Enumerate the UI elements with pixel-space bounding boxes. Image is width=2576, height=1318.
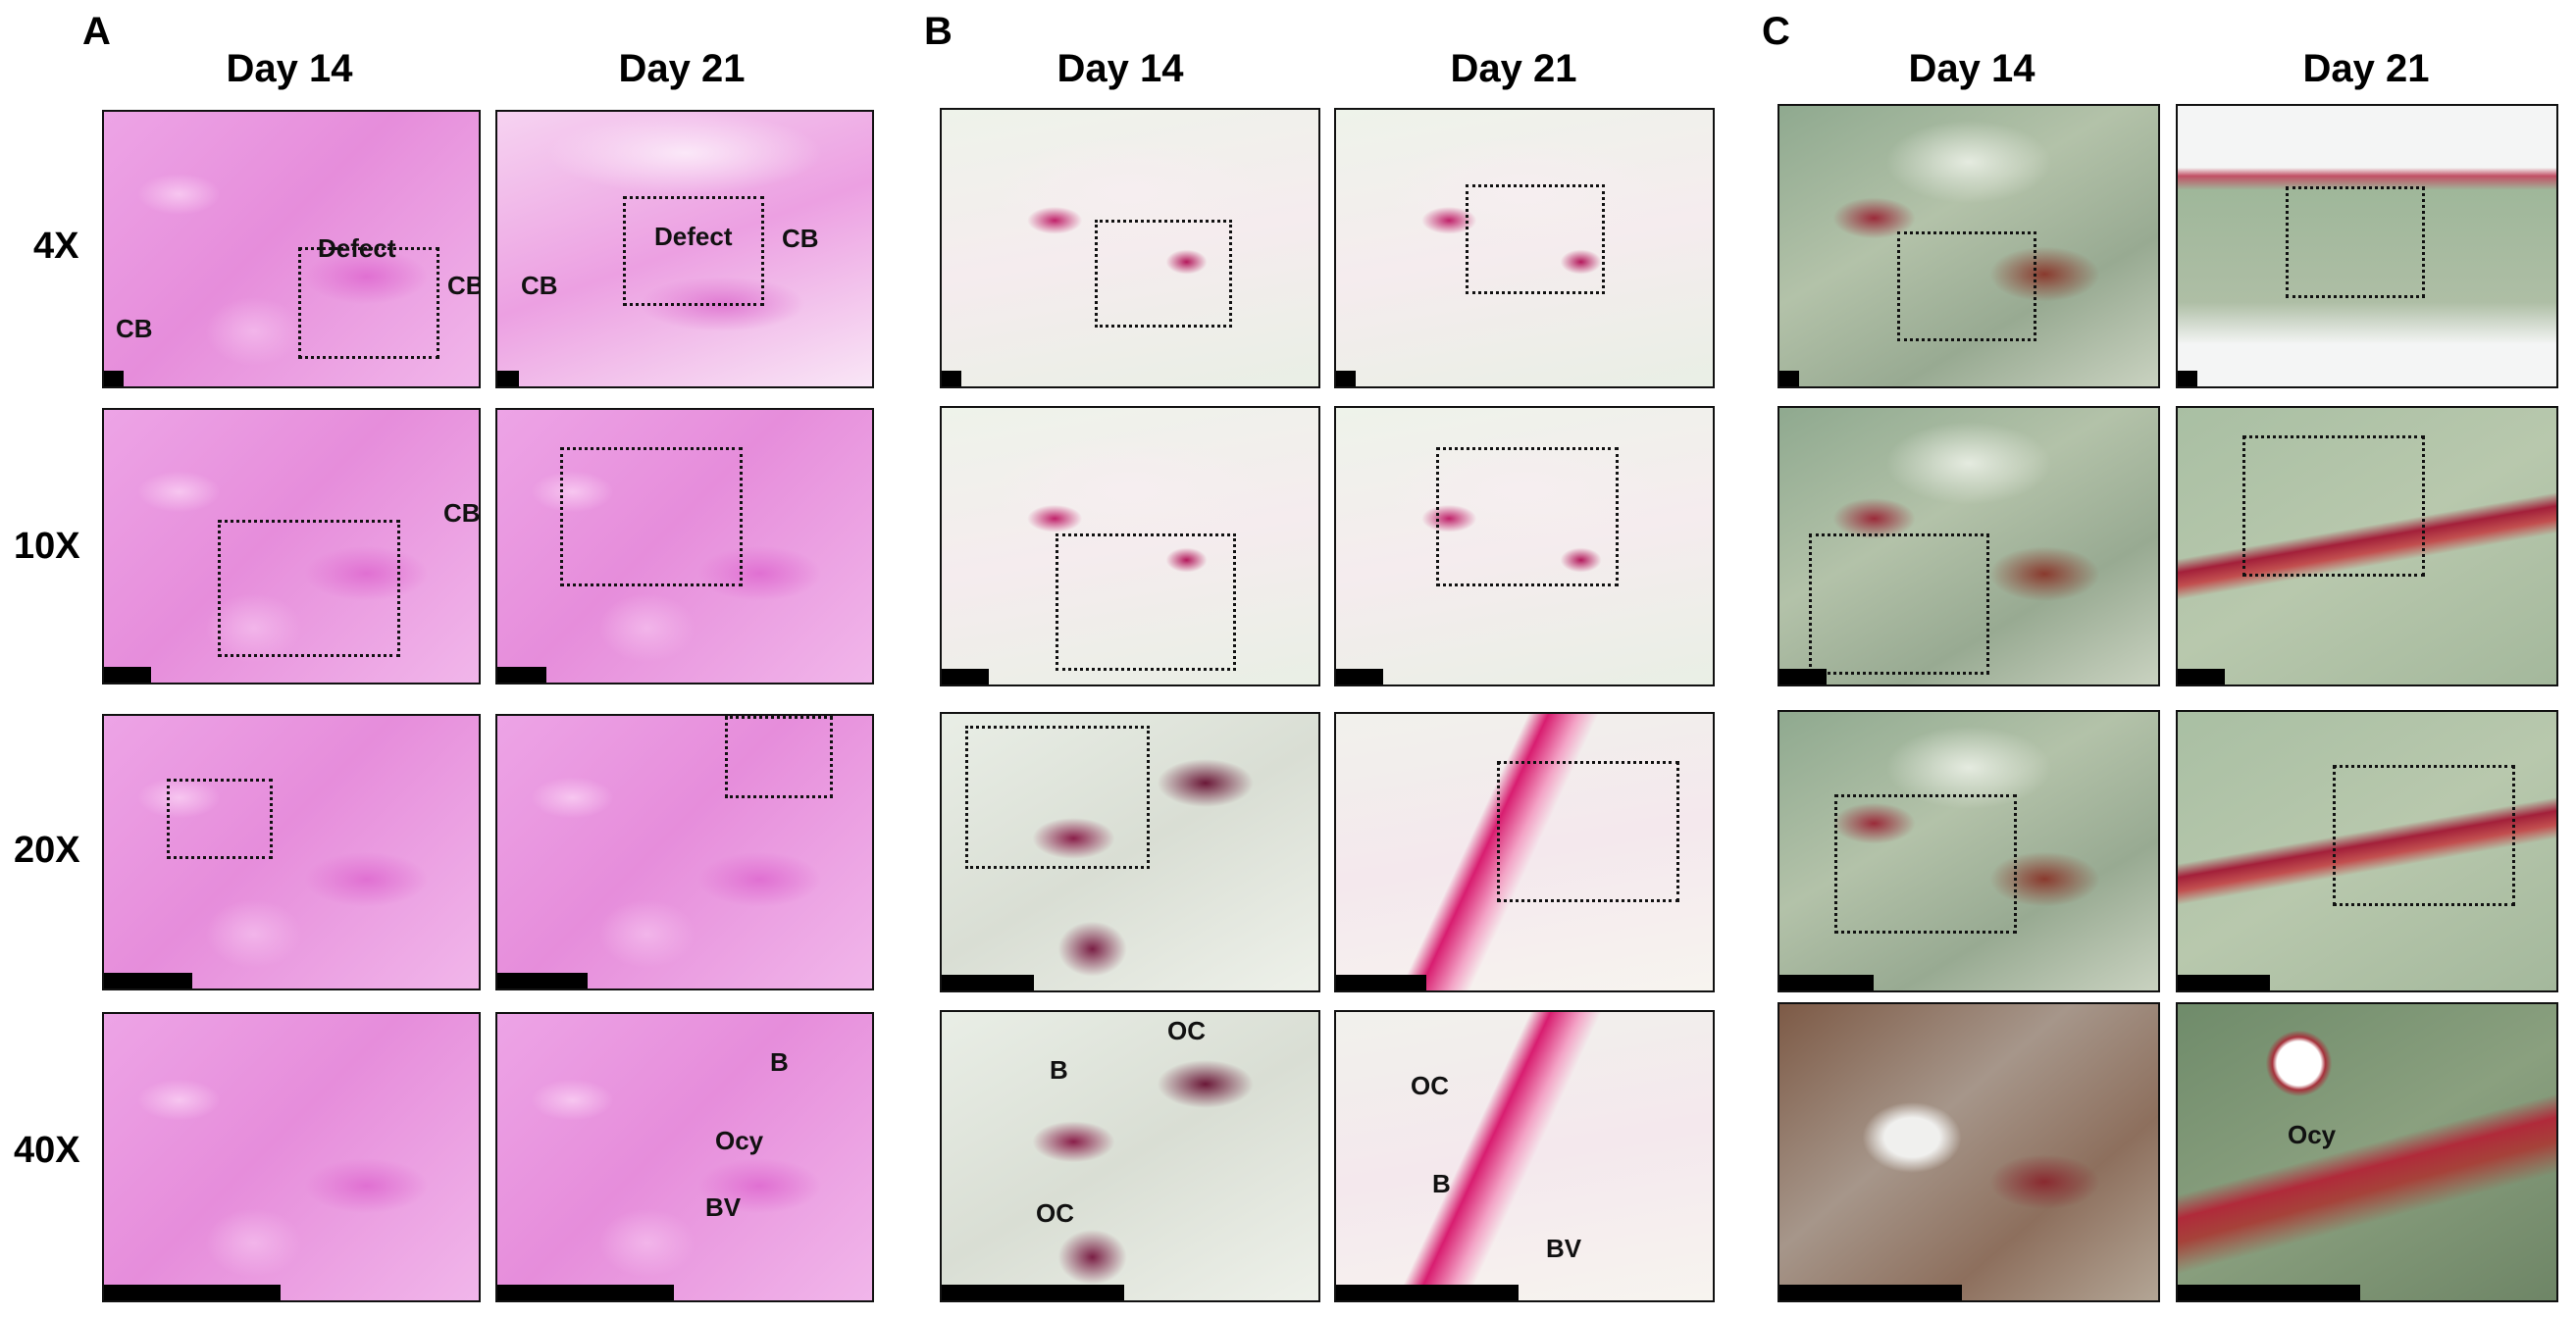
scale-bar	[2178, 975, 2270, 990]
scale-bar	[942, 1285, 1124, 1300]
zoom-region-box	[725, 716, 833, 798]
panel-a-day14-header: Day 14	[226, 47, 353, 90]
scale-bar	[942, 975, 1034, 990]
micrograph-c-day21-40x: Ocy	[2176, 1002, 2558, 1302]
micrograph-a-day21-4x: Defect CB CB	[495, 110, 874, 388]
micrograph-a-day21-10x	[495, 408, 874, 684]
panel-c-day14-header: Day 14	[1908, 47, 2035, 90]
oc-label: OC	[1036, 1198, 1074, 1228]
oc-label: OC	[1167, 1016, 1206, 1045]
scale-bar	[104, 973, 192, 988]
ocy-label: Ocy	[715, 1126, 764, 1155]
scale-bar	[1779, 975, 1874, 990]
cb-label: CB	[443, 498, 481, 528]
zoom-region-box	[2286, 186, 2425, 298]
zoom-region-box	[1809, 533, 1989, 675]
zoom-region-box	[1095, 220, 1232, 328]
micrograph-b-day21-20x	[1334, 712, 1715, 992]
row-label-40x: 40X	[14, 1130, 80, 1171]
micrograph-c-day14-20x	[1777, 710, 2160, 992]
micrograph-c-day21-20x	[2176, 710, 2558, 992]
zoom-region-box	[298, 247, 439, 359]
micrograph-a-day14-4x: Defect CB CB	[102, 110, 481, 388]
panel-a-day21-header: Day 21	[618, 47, 746, 90]
micrograph-c-day21-10x	[2176, 406, 2558, 686]
zoom-region-box	[623, 196, 764, 306]
zoom-region-box	[167, 779, 273, 859]
scale-bar	[497, 667, 546, 683]
scale-bar	[1336, 1285, 1519, 1300]
scale-bar	[1336, 975, 1426, 990]
panel-b-day21-header: Day 21	[1450, 47, 1577, 90]
micrograph-c-day14-10x	[1777, 406, 2160, 686]
micrograph-b-day14-10x	[940, 406, 1320, 686]
micrograph-b-day14-40x: OC B OC	[940, 1010, 1320, 1302]
micrograph-a-day14-20x	[102, 714, 481, 990]
panel-letter-c: C	[1762, 10, 1790, 53]
defect-label: Defect	[318, 233, 396, 263]
scale-bar	[104, 371, 124, 386]
panel-letter-b: B	[924, 10, 953, 53]
zoom-region-box	[560, 447, 743, 586]
bv-label: BV	[705, 1192, 742, 1222]
zoom-region-box	[2333, 765, 2515, 906]
scale-bar	[942, 371, 961, 386]
zoom-region-box	[2242, 435, 2425, 577]
scale-bar	[497, 1285, 674, 1300]
micrograph-b-day14-4x	[940, 108, 1320, 388]
scale-bar	[1779, 669, 1827, 684]
scale-bar	[942, 669, 989, 684]
micrograph-c-day14-4x	[1777, 104, 2160, 388]
panel-b-day14-header: Day 14	[1056, 47, 1184, 90]
b-label: B	[770, 1047, 789, 1077]
micrograph-a-day21-20x	[495, 714, 874, 990]
micrograph-b-day21-40x: OC B BV	[1334, 1010, 1715, 1302]
scale-bar	[104, 667, 151, 683]
zoom-region-box	[1897, 231, 2036, 341]
b-label: B	[1432, 1169, 1451, 1198]
scale-bar	[1336, 371, 1356, 386]
micrograph-c-day14-40x	[1777, 1002, 2160, 1302]
zoom-region-box	[965, 726, 1150, 869]
panel-letter-a: A	[82, 10, 111, 53]
zoom-region-box	[1436, 447, 1619, 586]
scale-bar	[497, 973, 588, 988]
micrograph-b-day21-10x	[1334, 406, 1715, 686]
cb-label: CB	[782, 224, 819, 253]
micrograph-b-day14-20x	[940, 712, 1320, 992]
zoom-region-box	[218, 520, 400, 657]
micrograph-b-day21-4x	[1334, 108, 1715, 388]
oc-label: OC	[1411, 1071, 1449, 1100]
scale-bar	[2178, 669, 2225, 684]
zoom-region-box	[1834, 794, 2017, 934]
row-label-10x: 10X	[14, 526, 80, 567]
row-label-20x: 20X	[14, 830, 80, 871]
scale-bar	[1779, 371, 1799, 386]
scale-bar	[1779, 1285, 1962, 1300]
scale-bar	[2178, 371, 2197, 386]
micrograph-a-day14-40x	[102, 1012, 481, 1302]
scale-bar	[2178, 1285, 2360, 1300]
ocy-label: Ocy	[2288, 1120, 2337, 1149]
scale-bar	[497, 371, 519, 386]
defect-label: Defect	[654, 222, 733, 251]
b-label: B	[1050, 1055, 1068, 1085]
zoom-region-box	[1497, 761, 1679, 902]
cb-label: CB	[447, 271, 481, 300]
scale-bar	[1336, 669, 1383, 684]
bv-label: BV	[1546, 1234, 1582, 1263]
micrograph-a-day21-40x: B Ocy BV	[495, 1012, 874, 1302]
zoom-region-box	[1466, 184, 1605, 294]
cb-label: CB	[116, 314, 153, 343]
row-label-4x: 4X	[33, 226, 79, 267]
cb-label: CB	[521, 271, 558, 300]
panel-c-day21-header: Day 21	[2302, 47, 2430, 90]
scale-bar	[104, 1285, 281, 1300]
micrograph-c-day21-4x	[2176, 104, 2558, 388]
zoom-region-box	[1056, 533, 1236, 671]
micrograph-a-day14-10x: CB	[102, 408, 481, 684]
